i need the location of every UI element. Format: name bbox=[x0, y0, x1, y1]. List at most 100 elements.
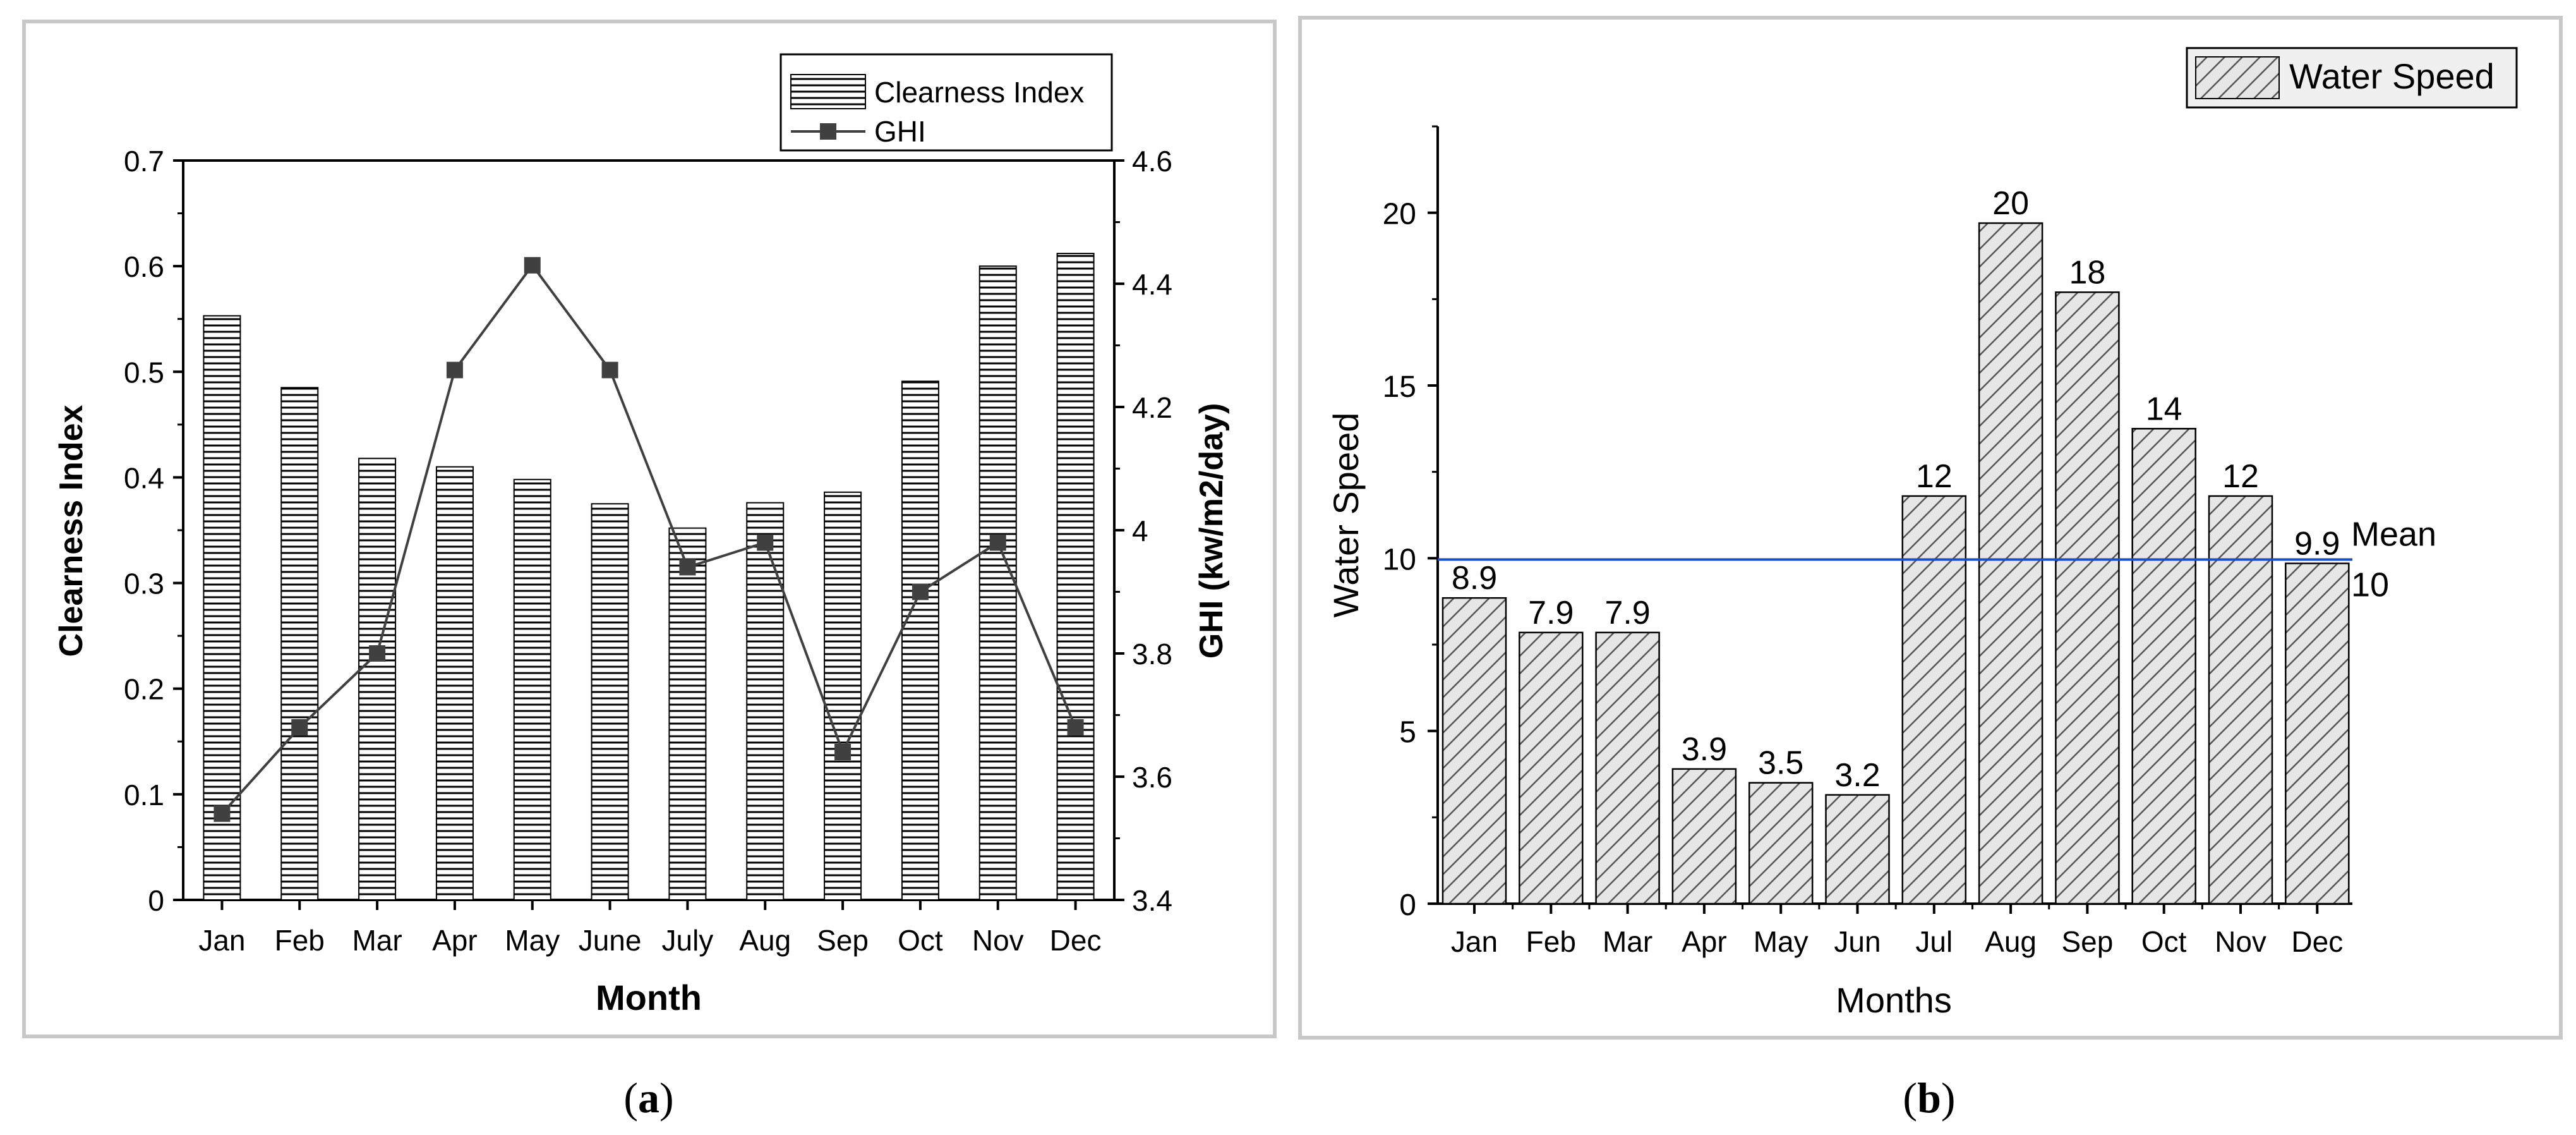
a-ytick-label: 0.1 bbox=[124, 779, 164, 811]
water-speed-bar-dec bbox=[2285, 562, 2350, 905]
water-speed-value-label: 9.9 bbox=[2294, 526, 2340, 562]
water-speed-value-label: 3.9 bbox=[1682, 731, 1727, 768]
panel-a-x-label: Month bbox=[596, 978, 702, 1017]
panel-b-y-label: Water Speed bbox=[1326, 413, 1366, 618]
a-y2tick-label: 4.2 bbox=[1132, 391, 1172, 424]
clearness-bar-july bbox=[668, 527, 707, 901]
caption-a-letter: a bbox=[638, 1074, 659, 1122]
a-xtick-label: June bbox=[579, 924, 642, 957]
water-speed-bar-oct bbox=[2131, 428, 2196, 905]
panel-a-y2-ticks: 3.4 3.6 3.8 4 4.2 4.4 4.6 bbox=[1114, 145, 1172, 917]
a-ytick-label: 0 bbox=[148, 884, 164, 917]
b-xtick-label: Oct bbox=[2141, 925, 2187, 958]
a-ytick-label: 0.4 bbox=[124, 461, 164, 494]
panel-b-x-ticks: Jan Feb Mar Apr May Jun Jul Aug Sep Oct Nov Dec bbox=[1451, 904, 2343, 958]
a-xtick-label: Nov bbox=[972, 924, 1024, 957]
b-ytick-label: 5 bbox=[1399, 716, 1416, 750]
panel-a-bars bbox=[203, 253, 1095, 901]
clearness-bar-feb bbox=[280, 387, 319, 901]
clearness-bar-jan bbox=[203, 315, 241, 901]
caption-a: (a) bbox=[623, 1074, 673, 1122]
water-speed-bar-apr bbox=[1671, 768, 1737, 905]
ghi-line bbox=[220, 263, 1077, 815]
a-xtick-label: Aug bbox=[739, 924, 791, 957]
panel-b-mean: Mean 10 bbox=[1438, 515, 2436, 604]
water-speed-bar-jun bbox=[1825, 794, 1890, 905]
b-xtick-label: Apr bbox=[1682, 925, 1727, 958]
b-xtick-label: Jan bbox=[1451, 925, 1498, 958]
ghi-point-june bbox=[601, 361, 618, 379]
b-xtick-label: Aug bbox=[1985, 925, 2037, 958]
panel-b-legend: Water Speed bbox=[2186, 47, 2518, 109]
panel-a-y-label: Clearness Index bbox=[53, 404, 90, 657]
a-ytick-label: 0.7 bbox=[124, 145, 164, 178]
panel-a: 0 0.1 0.2 0.3 0.4 0.5 0.6 0.7 3.4 3.6 3.8 4 4.2 4.4 4… bbox=[22, 20, 1277, 1038]
panel-a-y-ticks: 0 0.1 0.2 0.3 0.4 0.5 0.6 0.7 bbox=[124, 145, 183, 917]
a-xtick-label: Feb bbox=[275, 924, 325, 957]
legend-label-clearness-index: Clearness Index bbox=[874, 76, 1084, 109]
water-speed-value-label: 12 bbox=[1916, 458, 1953, 495]
clearness-bar-oct bbox=[901, 380, 939, 901]
b-xtick-label: Jun bbox=[1834, 925, 1881, 958]
b-xtick-label: Feb bbox=[1526, 925, 1576, 958]
water-speed-value-label: 18 bbox=[2069, 254, 2105, 291]
water-speed-bar-nov bbox=[2208, 495, 2273, 905]
water-speed-value-label: 14 bbox=[2146, 391, 2182, 427]
panel-a-y2-label: GHI (kw/m2/day) bbox=[1193, 403, 1230, 659]
water-speed-bar-aug bbox=[1978, 222, 2043, 905]
water-speed-bar-may bbox=[1748, 782, 1814, 905]
caption-b: (b) bbox=[1903, 1074, 1955, 1122]
a-y2tick-label: 4.6 bbox=[1132, 145, 1172, 178]
clearness-bar-may bbox=[513, 478, 551, 901]
water-speed-bar-feb bbox=[1519, 631, 1584, 905]
panel-b-x-label: Months bbox=[1836, 980, 1952, 1020]
panel-a-ghi-line bbox=[214, 257, 1084, 822]
a-ytick-label: 0.6 bbox=[124, 250, 164, 283]
water-speed-bar-mar bbox=[1595, 631, 1660, 905]
a-y2tick-label: 4 bbox=[1132, 514, 1148, 547]
water-speed-bar-jan bbox=[1441, 597, 1507, 905]
b-ytick-label: 0 bbox=[1399, 889, 1416, 922]
panel-a-legend: Clearness Index GHI bbox=[779, 53, 1113, 152]
ghi-point-dec bbox=[1067, 719, 1084, 736]
clearness-bar-aug bbox=[746, 502, 785, 901]
panel-a-x-ticks: Jan Feb Mar Apr May June July Aug Sep Oct Nov Dec bbox=[198, 900, 1101, 957]
ghi-point-nov bbox=[989, 534, 1006, 551]
water-speed-value-label: 7.9 bbox=[1528, 595, 1574, 631]
a-y2tick-label: 3.4 bbox=[1132, 884, 1172, 917]
b-xtick-label: May bbox=[1754, 925, 1809, 958]
ghi-point-jan bbox=[214, 805, 231, 822]
water-speed-bar-sep bbox=[2055, 291, 2120, 905]
clearness-bar-june bbox=[591, 503, 629, 901]
ghi-point-mar bbox=[369, 645, 386, 662]
ghi-point-sep bbox=[834, 744, 852, 760]
panel-b-bars: 8.9 7.9 7.9 3.9 3.5 3.2 12 20 18 14 12 9.9 bbox=[1441, 185, 2350, 905]
a-xtick-label: Dec bbox=[1050, 924, 1102, 957]
water-speed-value-label: 3.5 bbox=[1758, 745, 1803, 782]
b-xtick-label: Jul bbox=[1915, 925, 1953, 958]
b-ytick-label: 10 bbox=[1383, 543, 1416, 576]
ghi-point-apr bbox=[446, 361, 463, 379]
a-y2tick-label: 4.4 bbox=[1132, 268, 1172, 301]
ghi-point-aug bbox=[757, 534, 774, 551]
clearness-bar-mar bbox=[358, 458, 397, 901]
water-speed-value-label: 8.9 bbox=[1452, 560, 1497, 597]
clearness-bar-sep bbox=[824, 491, 862, 901]
a-ytick-label: 0.5 bbox=[124, 356, 164, 389]
ghi-point-feb bbox=[291, 719, 308, 736]
panel-b: 0 5 10 15 20 8.9 7.9 7.9 3.9 3.5 3.2 12 20 18 14 12 9.9… bbox=[1298, 16, 2563, 1040]
water-speed-bar-jul bbox=[1901, 495, 1967, 905]
b-xtick-label: Nov bbox=[2215, 925, 2266, 958]
b-ytick-label: 15 bbox=[1383, 370, 1416, 404]
a-xtick-label: Sep bbox=[817, 924, 869, 957]
a-xtick-label: May bbox=[505, 924, 560, 957]
a-y2tick-label: 3.6 bbox=[1132, 761, 1172, 794]
b-xtick-label: Dec bbox=[2291, 925, 2343, 958]
ghi-point-july bbox=[679, 559, 696, 576]
a-xtick-label: Jan bbox=[198, 924, 245, 957]
caption-b-letter: b bbox=[1917, 1074, 1941, 1122]
a-xtick-label: Mar bbox=[352, 924, 402, 957]
a-ytick-label: 0.2 bbox=[124, 673, 164, 706]
a-y2tick-label: 3.8 bbox=[1132, 638, 1172, 671]
